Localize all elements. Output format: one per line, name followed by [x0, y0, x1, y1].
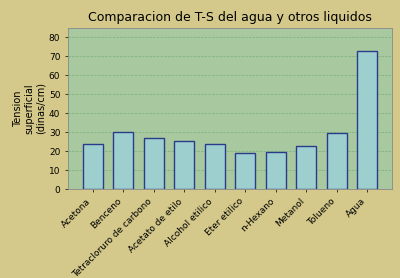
Bar	[358, 51, 377, 189]
Title: Comparacion de T-S del agua y otros liquidos: Comparacion de T-S del agua y otros liqu…	[88, 11, 372, 24]
Bar	[266, 152, 286, 189]
Bar	[83, 143, 102, 189]
Bar	[235, 153, 255, 189]
Bar	[174, 141, 194, 189]
Y-axis label: Tension
superficial
(dinas/cm): Tension superficial (dinas/cm)	[13, 82, 46, 135]
Bar	[205, 145, 225, 189]
Bar	[296, 146, 316, 189]
Bar	[144, 138, 164, 189]
Bar	[327, 133, 347, 189]
Bar	[113, 132, 133, 189]
